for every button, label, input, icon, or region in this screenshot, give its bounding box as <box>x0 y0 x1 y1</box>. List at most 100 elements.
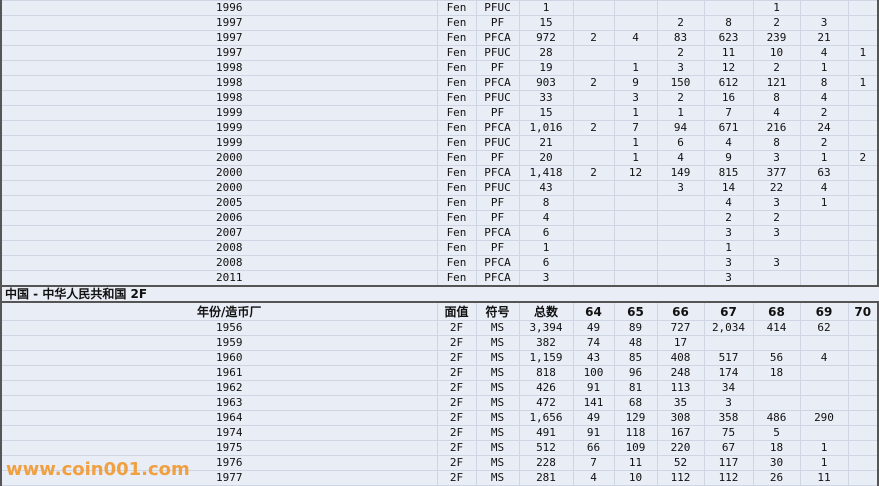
table-cell[interactable] <box>752 380 801 396</box>
table-cell[interactable]: PFCA <box>475 225 520 241</box>
table-cell[interactable]: Fen <box>436 180 477 196</box>
table-cell[interactable]: 35 <box>656 395 705 411</box>
table-cell[interactable]: 34 <box>703 380 754 396</box>
table-cell[interactable]: 1 <box>656 105 705 121</box>
table-cell[interactable]: 414 <box>752 320 801 336</box>
table-cell[interactable]: 67 <box>703 440 754 456</box>
table-cell[interactable] <box>703 335 754 351</box>
table-cell[interactable]: PFUC <box>475 90 520 106</box>
table-cell[interactable]: 2 <box>752 60 801 76</box>
table-cell[interactable] <box>847 470 879 486</box>
table-cell[interactable]: 4 <box>613 30 658 46</box>
table-cell[interactable]: 3 <box>656 60 705 76</box>
table-cell[interactable]: 56 <box>752 350 801 366</box>
table-cell[interactable]: 2F <box>436 455 477 471</box>
table-cell[interactable]: 26 <box>752 470 801 486</box>
table-cell[interactable]: 512 <box>518 440 574 456</box>
table-cell[interactable]: 3 <box>703 255 754 271</box>
table-cell[interactable]: 3 <box>703 270 754 287</box>
table-cell[interactable]: 3 <box>752 150 801 166</box>
table-cell[interactable]: 239 <box>752 30 801 46</box>
column-header[interactable]: 65 <box>613 301 658 321</box>
table-cell[interactable]: Fen <box>436 30 477 46</box>
table-cell[interactable]: 6 <box>518 225 574 241</box>
table-cell[interactable]: 1 <box>518 0 574 16</box>
table-cell[interactable]: 1998 <box>0 75 438 91</box>
table-cell[interactable]: 2 <box>847 150 879 166</box>
table-cell[interactable]: MS <box>475 440 520 456</box>
table-cell[interactable]: PF <box>475 150 520 166</box>
table-cell[interactable]: 1997 <box>0 45 438 61</box>
table-cell[interactable]: 5 <box>752 425 801 441</box>
table-cell[interactable]: 1964 <box>0 410 438 426</box>
table-cell[interactable]: 1961 <box>0 365 438 381</box>
table-cell[interactable]: 49 <box>572 320 615 336</box>
table-cell[interactable]: MS <box>475 470 520 486</box>
table-cell[interactable] <box>613 225 658 241</box>
table-cell[interactable]: 100 <box>572 365 615 381</box>
table-cell[interactable]: 22 <box>752 180 801 196</box>
table-cell[interactable]: 1,418 <box>518 165 574 181</box>
column-header[interactable]: 70 <box>847 301 879 321</box>
table-cell[interactable]: 1 <box>847 45 879 61</box>
table-cell[interactable]: Fen <box>436 120 477 136</box>
table-cell[interactable]: 2 <box>799 105 849 121</box>
table-cell[interactable] <box>847 440 879 456</box>
table-cell[interactable] <box>572 60 615 76</box>
table-cell[interactable]: 4 <box>703 195 754 211</box>
table-cell[interactable]: 8 <box>752 135 801 151</box>
table-cell[interactable] <box>656 210 705 226</box>
table-cell[interactable]: PFUC <box>475 135 520 151</box>
table-cell[interactable]: 15 <box>518 15 574 31</box>
table-cell[interactable]: PFCA <box>475 120 520 136</box>
table-cell[interactable] <box>613 240 658 256</box>
table-cell[interactable]: 426 <box>518 380 574 396</box>
table-cell[interactable]: 1999 <box>0 120 438 136</box>
table-cell[interactable]: 220 <box>656 440 705 456</box>
table-cell[interactable]: 4 <box>656 150 705 166</box>
table-cell[interactable]: 10 <box>752 45 801 61</box>
table-cell[interactable] <box>703 0 754 16</box>
table-cell[interactable]: 7 <box>703 105 754 121</box>
table-cell[interactable]: 1,656 <box>518 410 574 426</box>
table-cell[interactable]: MS <box>475 380 520 396</box>
table-cell[interactable]: 121 <box>752 75 801 91</box>
table-cell[interactable]: Fen <box>436 90 477 106</box>
table-cell[interactable]: 3 <box>799 15 849 31</box>
table-cell[interactable]: 4 <box>799 180 849 196</box>
table-cell[interactable] <box>847 255 879 271</box>
table-cell[interactable]: 6 <box>656 135 705 151</box>
table-cell[interactable]: 358 <box>703 410 754 426</box>
table-cell[interactable]: 8 <box>752 90 801 106</box>
table-cell[interactable]: 623 <box>703 30 754 46</box>
table-cell[interactable]: 4 <box>799 90 849 106</box>
table-cell[interactable]: 1999 <box>0 135 438 151</box>
table-cell[interactable]: 1997 <box>0 15 438 31</box>
table-cell[interactable]: 2 <box>656 45 705 61</box>
table-cell[interactable]: 12 <box>703 60 754 76</box>
table-cell[interactable]: 33 <box>518 90 574 106</box>
table-cell[interactable]: PF <box>475 240 520 256</box>
table-cell[interactable]: 113 <box>656 380 705 396</box>
table-cell[interactable]: 2F <box>436 440 477 456</box>
table-cell[interactable]: PF <box>475 105 520 121</box>
table-cell[interactable] <box>613 270 658 287</box>
table-cell[interactable] <box>847 380 879 396</box>
table-cell[interactable]: Fen <box>436 165 477 181</box>
table-cell[interactable]: MS <box>475 410 520 426</box>
table-cell[interactable]: 972 <box>518 30 574 46</box>
table-cell[interactable]: Fen <box>436 0 477 16</box>
table-cell[interactable]: 9 <box>613 75 658 91</box>
table-cell[interactable]: 1998 <box>0 60 438 76</box>
table-cell[interactable]: 3 <box>752 225 801 241</box>
table-cell[interactable] <box>847 270 879 287</box>
column-header[interactable]: 64 <box>572 301 615 321</box>
table-cell[interactable]: 91 <box>572 425 615 441</box>
table-cell[interactable]: 89 <box>613 320 658 336</box>
table-cell[interactable] <box>799 425 849 441</box>
table-cell[interactable]: 62 <box>799 320 849 336</box>
table-cell[interactable]: 1996 <box>0 0 438 16</box>
table-cell[interactable]: 281 <box>518 470 574 486</box>
table-cell[interactable]: PFCA <box>475 255 520 271</box>
table-cell[interactable]: 2,034 <box>703 320 754 336</box>
